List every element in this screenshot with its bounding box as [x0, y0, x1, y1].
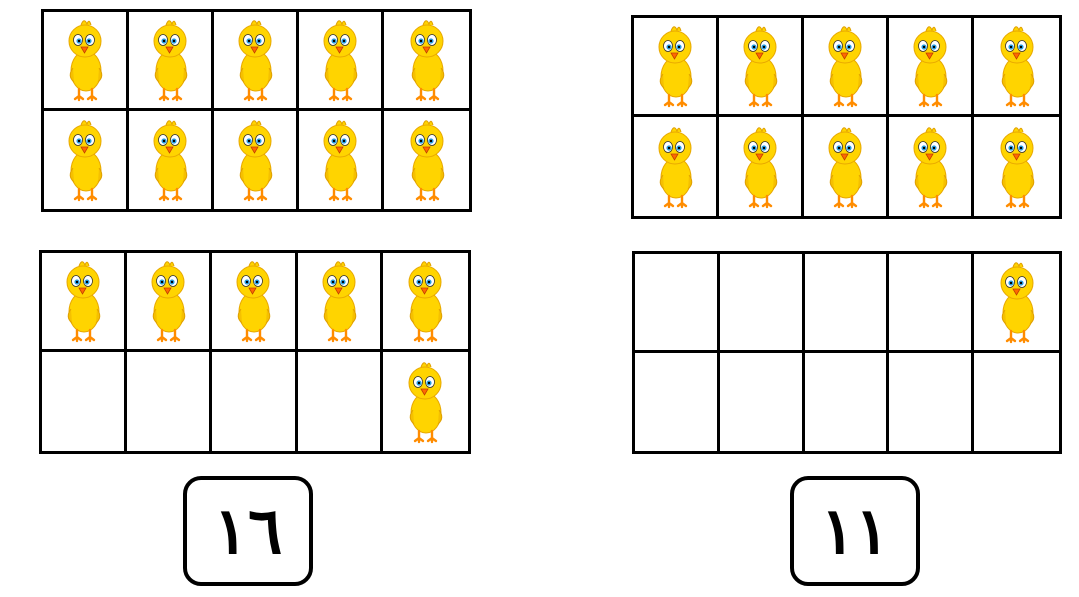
ten-frame-right-top	[631, 15, 1062, 219]
frame-cell	[382, 253, 468, 352]
frame-cell	[889, 18, 974, 117]
chick-icon	[403, 116, 451, 204]
frame-cell	[974, 254, 1059, 353]
chick-icon	[146, 116, 194, 204]
chick-icon	[229, 257, 277, 345]
frame-cell	[634, 18, 719, 117]
chick-icon	[401, 358, 449, 446]
frame-cell	[889, 117, 974, 216]
frame-cell	[44, 12, 129, 111]
chick-icon	[736, 22, 784, 110]
chick-icon	[906, 22, 954, 110]
frame-cell	[719, 254, 805, 353]
chick-icon	[993, 123, 1041, 211]
chick-icon	[61, 16, 109, 104]
frame-cell	[804, 117, 889, 216]
chick-icon	[144, 257, 192, 345]
chick-icon	[906, 123, 954, 211]
frame-cell	[974, 353, 1059, 452]
frame-cell	[214, 12, 299, 111]
ten-frame-left-bottom	[39, 250, 471, 454]
frame-cell	[42, 352, 128, 451]
ten-frame-left-top	[41, 9, 472, 212]
frame-cell	[127, 352, 213, 451]
frame-cell	[299, 110, 384, 209]
chick-icon	[401, 257, 449, 345]
chick-icon	[231, 116, 279, 204]
frame-cell	[804, 18, 889, 117]
chick-icon	[59, 257, 107, 345]
frame-cell	[889, 254, 975, 353]
answer-number-left: ١٦	[213, 493, 283, 569]
chick-icon	[61, 116, 109, 204]
chick-icon	[315, 257, 363, 345]
frame-cell	[974, 117, 1059, 216]
frame-cell	[384, 12, 469, 111]
frame-cell	[297, 253, 383, 352]
chick-icon	[993, 258, 1041, 346]
chick-icon	[403, 16, 451, 104]
frame-cell	[298, 352, 383, 451]
answer-number-right: ١١	[820, 493, 890, 569]
frame-cell	[384, 111, 469, 210]
answer-box-right[interactable]: ١١	[790, 476, 920, 586]
answer-box-left[interactable]: ١٦	[183, 476, 313, 586]
frame-cell	[212, 253, 298, 352]
chick-icon	[821, 22, 869, 110]
chick-icon	[316, 116, 364, 204]
chick-icon	[651, 123, 699, 211]
chick-icon	[146, 16, 194, 104]
frame-cell	[635, 254, 720, 353]
frame-cell	[719, 117, 804, 216]
frame-cell	[804, 254, 890, 353]
frame-cell	[634, 117, 719, 216]
frame-cell	[720, 352, 805, 451]
frame-cell	[127, 253, 213, 352]
frame-cell	[129, 12, 214, 111]
frame-cell	[719, 18, 804, 117]
frame-cell	[383, 352, 468, 451]
chick-icon	[736, 123, 784, 211]
frame-cell	[299, 12, 384, 111]
frame-cell	[212, 352, 298, 451]
frame-cell	[129, 110, 214, 209]
chick-icon	[316, 16, 364, 104]
frame-cell	[974, 18, 1059, 117]
frame-cell	[44, 110, 129, 209]
frame-cell	[214, 110, 299, 209]
frame-cell	[805, 352, 890, 451]
ten-frame-right-bottom	[632, 251, 1062, 454]
frame-cell	[635, 352, 720, 451]
frame-cell	[42, 253, 128, 352]
frame-cell	[889, 352, 975, 451]
chick-icon	[231, 16, 279, 104]
chick-icon	[651, 22, 699, 110]
chick-icon	[821, 123, 869, 211]
chick-icon	[993, 22, 1041, 110]
